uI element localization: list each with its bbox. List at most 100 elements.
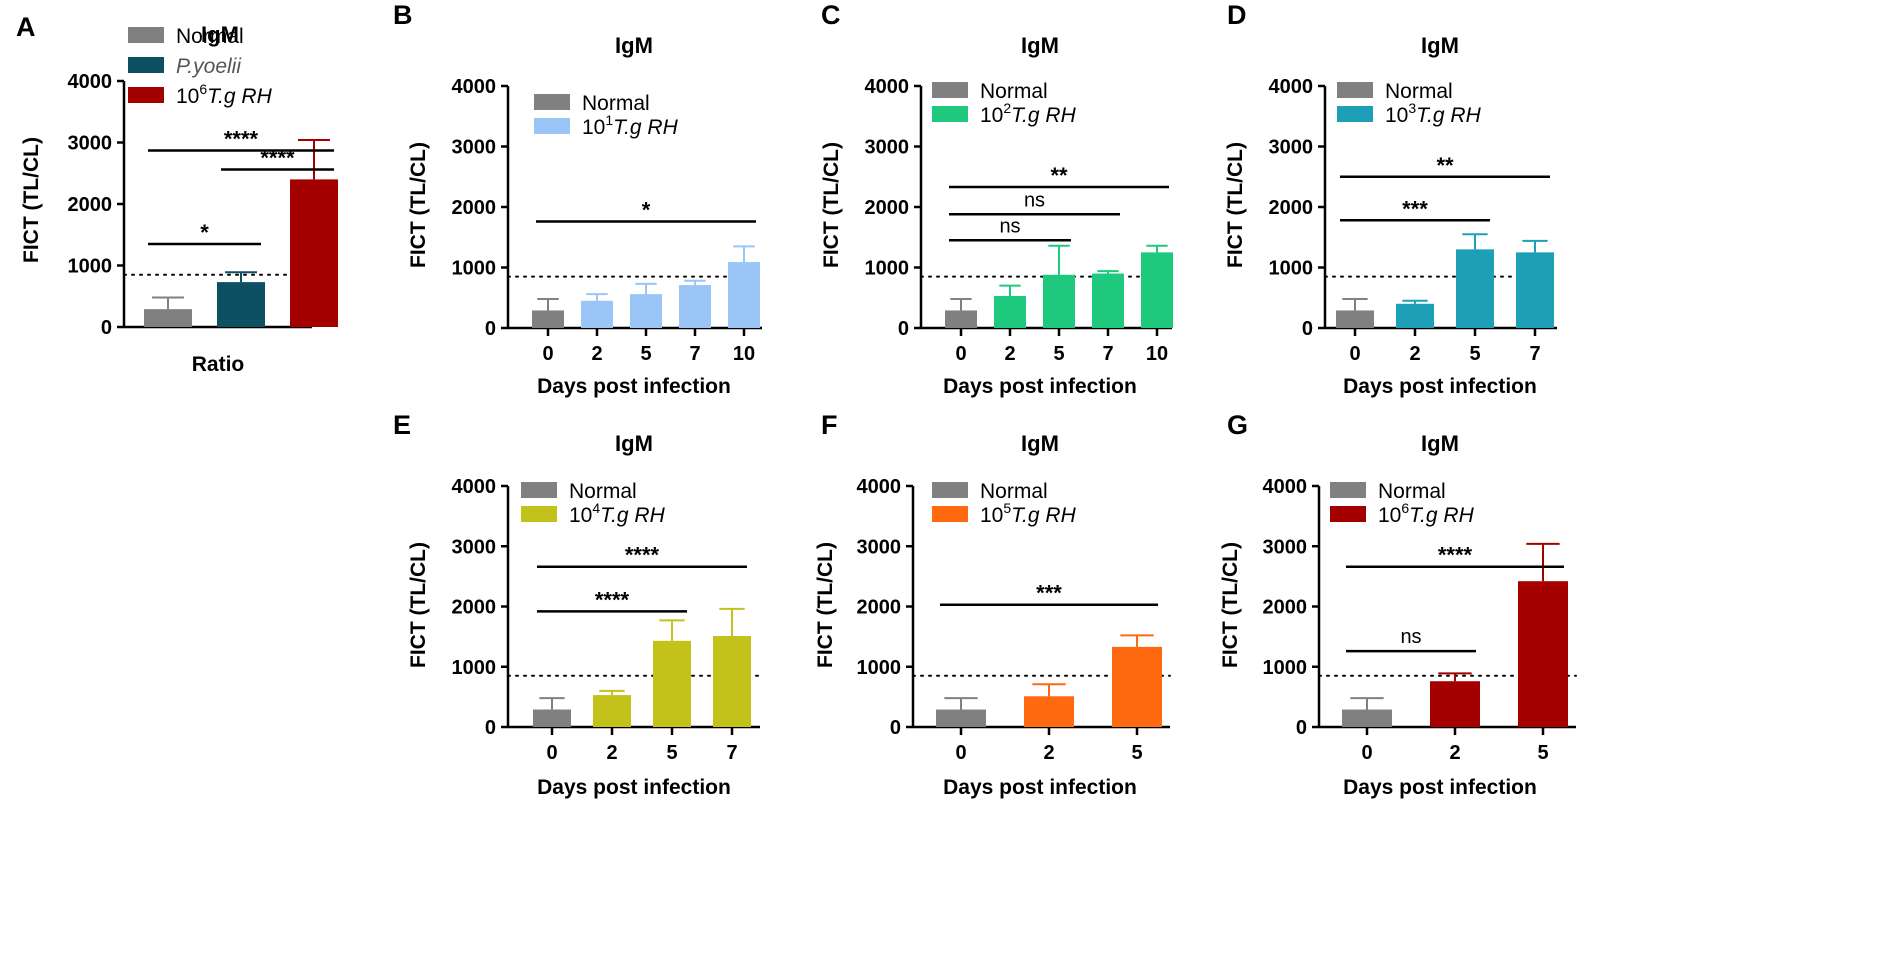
x-tick-label: 10 [733,343,755,365]
chart-title: IgM [1421,33,1459,58]
legend-label-superscript: 6 [199,81,207,97]
panel-letter: G [1227,410,1248,440]
x-tick-label: 2 [591,343,602,365]
significance-label: ns [1024,189,1045,211]
x-tick-label: 2 [1449,742,1460,764]
y-tick-label: 4000 [1263,476,1308,498]
bar [653,640,691,727]
y-tick-label: 4000 [865,76,910,98]
bar [936,709,986,727]
y-tick-label: 2000 [68,194,113,216]
significance-label: **** [595,587,630,612]
panel-letter: A [16,12,36,42]
x-axis-label: Days post infection [943,776,1137,799]
bar [945,310,977,328]
legend-swatch [932,106,968,122]
legend-swatch [1330,506,1366,522]
y-axis-label: FICT (TL/CL) [407,142,430,268]
legend-label-superscript: 5 [1003,500,1011,516]
y-tick-label: 0 [890,717,901,739]
y-tick-label: 2000 [865,197,910,219]
y-tick-label: 1000 [1269,258,1314,280]
legend-swatch [128,87,164,103]
bar [679,285,711,328]
legend-label-prefix: 10 [582,116,605,139]
bar [1141,252,1173,328]
bar [1518,581,1568,727]
legend-label: Normal [582,92,650,115]
legend-label-prefix: 10 [980,104,1003,127]
legend-label: 106T.g RH [1378,500,1475,527]
x-tick-label: 2 [606,742,617,764]
significance-label: * [642,198,651,223]
bar [1092,273,1124,328]
legend-label: 106T.g RH [176,81,273,108]
bar [217,282,265,327]
y-tick-label: 1000 [865,258,910,280]
significance-label: **** [224,126,259,151]
bar [1342,709,1392,727]
x-tick-label: 0 [1361,742,1372,764]
legend-label-superscript: 3 [1408,100,1416,116]
significance-label: ** [1436,153,1454,178]
y-tick-label: 0 [485,318,496,340]
x-tick-label: 7 [1102,343,1113,365]
chart-title: IgM [201,22,239,47]
y-tick-label: 4000 [1269,76,1314,98]
x-tick-label: 5 [1053,343,1064,365]
legend-swatch [1330,482,1366,498]
legend-label: 105T.g RH [980,500,1077,527]
legend-swatch [128,57,164,73]
legend-swatch [534,118,570,134]
legend-label: P.yoelii [176,55,242,78]
x-axis-label: Days post infection [537,375,731,398]
chart-panel-g: G IgM 0 1000 2000 3000 4000 FICT (TL/CL) Days po… [1219,410,1577,799]
panel-letter: B [393,0,413,30]
y-tick-label: 3000 [857,536,902,558]
significance-label: * [200,220,209,245]
legend-label-text: T.g RH [1011,504,1076,527]
legend-swatch [932,82,968,98]
legend-label: Normal [176,25,244,48]
chart-panel-d: D IgM 0 1000 2000 3000 4000 FICT (TL/CL) Days po… [1224,0,1558,398]
x-axis-label: Days post infection [1343,776,1537,799]
chart-panel-a: A IgM 0 1000 2000 3000 4000 FICT (TL/CL) Ratio No… [16,12,338,376]
x-tick-label: 5 [640,343,651,365]
y-axis-label: FICT (TL/CL) [20,137,43,263]
bar [1112,646,1162,727]
x-tick-label: 2 [1409,343,1420,365]
chart-title: IgM [1021,33,1059,58]
y-tick-label: 0 [485,717,496,739]
significance-label: **** [1438,543,1473,568]
significance-label: ns [999,215,1020,237]
x-tick-label: 7 [689,343,700,365]
panel-letter: F [821,410,838,440]
chart-panel-e: E IgM 0 1000 2000 3000 4000 FICT (TL/CL) Days po… [393,410,761,799]
chart-title: IgM [615,33,653,58]
legend-swatch [534,94,570,110]
legend-label-text: T.g RH [1409,504,1474,527]
y-tick-label: 2000 [1269,197,1314,219]
legend-label-prefix: 10 [980,504,1003,527]
y-tick-label: 0 [1302,318,1313,340]
x-axis-label: Days post infection [943,375,1137,398]
legend-swatch [1337,106,1373,122]
bar [532,310,564,328]
y-tick-label: 2000 [452,597,497,619]
y-tick-label: 0 [101,317,112,339]
legend-label-superscript: 4 [592,500,600,516]
legend-label: Normal [980,80,1048,103]
legend-swatch [128,27,164,43]
legend-label-superscript: 6 [1401,500,1409,516]
x-tick-label: 10 [1146,343,1168,365]
bar [994,295,1026,328]
bar [533,709,571,727]
significance-label: ns [1400,626,1421,648]
legend-swatch [932,506,968,522]
legend-label-prefix: 10 [176,85,199,108]
bar [1456,249,1494,328]
bar [1430,681,1480,727]
x-axis-label: Days post infection [1343,375,1537,398]
x-tick-label: 7 [726,742,737,764]
